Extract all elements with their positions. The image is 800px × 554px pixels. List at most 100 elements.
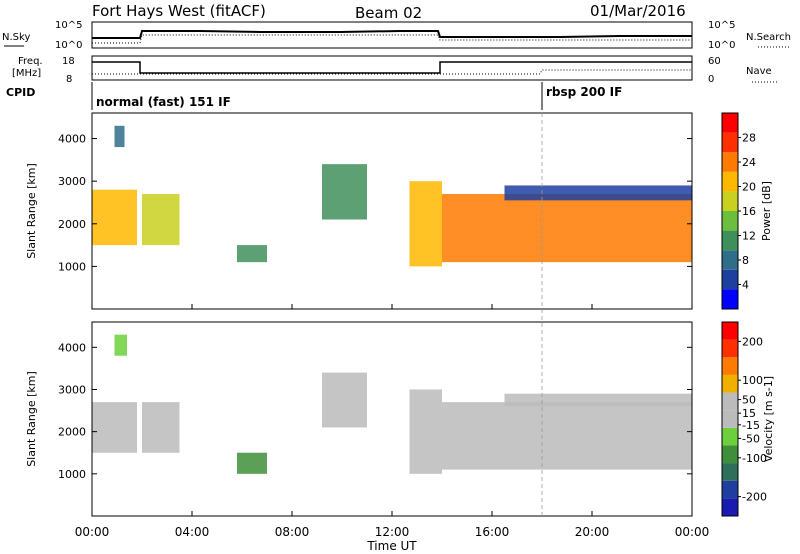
velocity-colorbar-tick-label: -50 [742,432,760,445]
velocity-colorbar-tick-label: -200 [742,491,767,504]
power-scatter-region [442,193,692,263]
velocity-y-tick-label: 2000 [58,426,86,439]
power-y-tick-label: 2000 [58,218,86,231]
power-colorbar-segment [722,211,738,231]
nave-tick-top: 60 [708,56,721,67]
velocity-colorbar-segment [722,480,738,499]
nave-tick-bottom: 0 [708,74,714,85]
beam-title: Beam 02 [355,4,422,22]
power-colorbar: 4 8 12 16 20 24 28 [721,112,756,310]
power-colorbar-segment [722,171,738,192]
velocity-colorbar-tick-label: 15 [742,407,756,420]
velocity-y-axis-label: Slant Range [km] [25,371,38,467]
power-colorbar-segment [722,113,738,133]
power-scatter-region [409,181,442,267]
freq-panel: Freq. [MHz] 18 8 60 0 Nave [12,55,778,85]
velocity-colorbar-segment [722,463,738,481]
power-scatter-region [237,245,267,263]
x-tick-label: 00:00 [75,525,110,539]
velocity-colorbar-segment [722,498,738,516]
velocity-scatter-region [322,372,367,428]
x-axis-ticks: 00:00 04:00 08:00 12:00 16:00 20:00 00:00 [75,304,710,539]
nsky-trace [92,30,692,39]
power-colorbar-label: Power [dB] [760,181,773,241]
power-colorbar-tick-label: 8 [742,254,749,267]
power-y-tick-label: 3000 [58,175,86,188]
nsky-label: N.Sky [2,32,30,43]
velocity-scatter-region [142,402,180,453]
freq-tick-top: 18 [62,56,75,67]
power-scatter-region [92,189,137,246]
velocity-scatter-region [92,402,137,453]
power-colorbar-tick-label: 28 [742,132,756,145]
nave-trace [92,69,692,75]
velocity-colorbar-segment [722,392,738,411]
velocity-colorbar-tick-label: -100 [742,452,767,465]
power-colorbar-tick-label: 16 [742,205,756,218]
date-title: 01/Mar/2016 [590,2,686,20]
velocity-scatter-region [442,402,692,470]
x-axis-label: Time UT [366,539,417,553]
cpid-mode-1: normal (fast) 151 IF [96,95,231,109]
velocity-colorbar-segment [722,427,738,446]
velocity-scatter-region [409,389,442,474]
velocity-scatter-region [504,393,692,407]
velocity-y-tick-label: 1000 [58,468,86,481]
noise-tick-right-top: 10^5 [708,20,735,31]
power-colorbar-tick-label: 20 [742,181,756,194]
velocity-colorbar-segment [722,374,738,393]
power-colorbar-segment [722,230,738,251]
freq-trace [92,61,692,74]
cpid-panel: CPID normal (fast) 151 IF rbsp 200 IF [6,82,622,110]
cpid-mode-2: rbsp 200 IF [546,85,622,99]
power-panel: 1000 2000 3000 4000 Slant Range [km] 4 8 12 16… [25,112,773,310]
noise-tick-left-bottom: 10^0 [55,40,82,51]
power-y-axis-label: Slant Range [km] [25,163,38,259]
noise-tick-right-bottom: 10^0 [708,40,735,51]
power-colorbar-segment [722,289,738,309]
velocity-colorbar-segment [722,339,738,358]
power-scatter-region [504,185,692,201]
velocity-colorbar-label: Velocity [m s-1] [762,376,775,462]
x-tick-label: 00:00 [675,525,710,539]
nave-label: Nave [746,66,772,77]
noise-panel: N.Sky 10^5 10^0 10^5 10^0 N.Search [2,20,791,51]
power-colorbar-segment [722,191,738,211]
velocity-colorbar-tick-label: 100 [742,374,763,387]
velocity-colorbar-segment [722,322,738,340]
power-y-ticks: 1000 2000 3000 4000 [58,133,692,273]
power-colorbar-segment [722,132,738,153]
nsearch-label: N.Search [746,32,791,43]
velocity-colorbar-tick-label: 50 [742,394,756,407]
velocity-scatter-region [114,334,127,356]
power-colorbar-segment [722,269,738,290]
power-scatter-region [142,193,180,246]
power-y-tick-label: 1000 [58,260,86,273]
x-tick-label: 12:00 [375,525,410,539]
freq-label: Freq. [18,56,43,67]
power-y-tick-label: 4000 [58,133,86,146]
velocity-scatter-region [237,452,267,474]
velocity-colorbar-frame [721,321,739,517]
power-scatter-region [114,125,125,148]
velocity-panel: 1000 2000 3000 4000 Slant Range [km] 200 100… [25,321,775,517]
power-colorbar-segment [722,250,738,270]
noise-tick-left-top: 10^5 [55,20,82,31]
x-tick-label: 20:00 [575,525,610,539]
station-title: Fort Hays West (fitACF) [92,2,266,20]
velocity-colorbar-segment [722,445,738,464]
velocity-colorbar-segment [722,410,738,428]
nsearch-trace [92,34,692,44]
velocity-data-layer [92,334,692,474]
power-colorbar-tick-label: 4 [742,279,749,292]
freq-unit-label: [MHz] [12,68,41,79]
cpid-label: CPID [6,86,35,99]
velocity-colorbar-segment [722,357,738,375]
power-colorbar-tick-label: 12 [742,230,756,243]
power-scatter-region [322,164,367,220]
power-colorbar-tick-label: 24 [742,156,756,169]
x-tick-label: 08:00 [275,525,310,539]
velocity-y-tick-label: 4000 [58,341,86,354]
